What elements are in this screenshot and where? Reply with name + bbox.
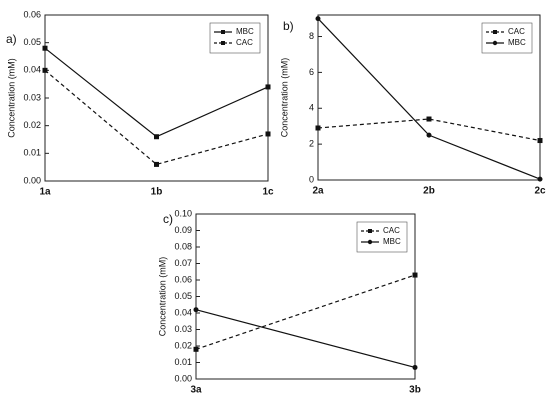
x-tick-label: 1b bbox=[151, 187, 163, 198]
y-tick-label: 0.04 bbox=[23, 65, 41, 75]
legend-marker bbox=[367, 239, 373, 245]
legend-box bbox=[209, 22, 261, 54]
data-point bbox=[412, 364, 418, 370]
data-point bbox=[265, 131, 271, 137]
y-tick-label: 0.10 bbox=[174, 208, 192, 218]
y-tick-label: 0.09 bbox=[174, 225, 192, 235]
legend-label: MBC bbox=[383, 237, 401, 246]
x-tick-label: 2b bbox=[423, 186, 435, 197]
legend-label: MBC bbox=[236, 27, 254, 36]
data-point bbox=[154, 161, 159, 167]
data-point bbox=[154, 134, 159, 140]
y-axis-label: Concentration (mM) bbox=[279, 58, 289, 138]
y-tick-label: 0.06 bbox=[174, 274, 192, 284]
data-point bbox=[42, 67, 48, 73]
y-tick-label: 0.02 bbox=[23, 120, 41, 130]
data-point bbox=[315, 16, 321, 22]
x-tick-label: 1a bbox=[39, 187, 51, 198]
data-point bbox=[193, 346, 199, 352]
y-tick-label: 4 bbox=[309, 103, 314, 113]
legend-marker bbox=[221, 30, 225, 34]
y-tick-label: 8 bbox=[309, 31, 314, 41]
panel-label: b) bbox=[283, 19, 294, 33]
data-point bbox=[42, 45, 48, 51]
data-point bbox=[426, 132, 432, 138]
legend-marker bbox=[492, 40, 498, 46]
data-point bbox=[537, 138, 543, 144]
y-tick-label: 0.01 bbox=[23, 148, 41, 158]
y-tick-label: 6 bbox=[309, 67, 314, 77]
series-line bbox=[44, 47, 269, 138]
legend-box bbox=[356, 221, 408, 253]
legend-label: MBC bbox=[508, 38, 526, 47]
series-line bbox=[44, 69, 269, 166]
legend-label: CAC bbox=[236, 38, 253, 47]
x-tick-label: 2c bbox=[534, 186, 546, 197]
panel-label: c) bbox=[163, 212, 173, 226]
y-tick-label: 0.01 bbox=[174, 357, 192, 367]
data-point bbox=[193, 307, 199, 313]
y-tick-label: 0.08 bbox=[174, 241, 192, 251]
legend-label: CAC bbox=[383, 226, 400, 235]
legend-marker bbox=[368, 229, 372, 233]
data-point bbox=[265, 84, 271, 90]
y-axis-label: Concentration (mM) bbox=[157, 257, 167, 337]
legend-label: CAC bbox=[508, 27, 525, 36]
x-tick-label: 2a bbox=[312, 186, 324, 197]
y-tick-label: 0.06 bbox=[23, 9, 41, 19]
y-tick-label: 0 bbox=[309, 174, 314, 184]
y-tick-label: 0.05 bbox=[174, 291, 192, 301]
panel-label: a) bbox=[6, 32, 17, 46]
data-point bbox=[412, 272, 418, 278]
y-tick-label: 0.07 bbox=[174, 258, 192, 268]
legend-marker bbox=[221, 41, 225, 45]
y-tick-label: 2 bbox=[309, 139, 314, 149]
y-axis-label: Concentration (mM) bbox=[6, 58, 16, 138]
y-tick-label: 0.00 bbox=[23, 175, 41, 185]
series-line bbox=[195, 309, 416, 369]
y-tick-label: 0.05 bbox=[23, 37, 41, 47]
legend-box bbox=[481, 22, 533, 54]
y-tick-label: 0.03 bbox=[23, 92, 41, 102]
y-tick-label: 0.03 bbox=[174, 324, 192, 334]
y-tick-label: 0.02 bbox=[174, 340, 192, 350]
data-point bbox=[315, 125, 321, 131]
y-tick-label: 0.04 bbox=[174, 307, 192, 317]
x-tick-label: 3b bbox=[409, 385, 421, 396]
series-line bbox=[195, 274, 416, 350]
data-point bbox=[537, 176, 543, 182]
plot-frame bbox=[317, 14, 541, 181]
legend-marker bbox=[493, 30, 497, 34]
y-tick-label: 0.00 bbox=[174, 373, 192, 383]
x-tick-label: 1c bbox=[262, 187, 274, 198]
series-line bbox=[317, 118, 541, 142]
data-point bbox=[426, 116, 432, 122]
x-tick-label: 3a bbox=[190, 385, 202, 396]
